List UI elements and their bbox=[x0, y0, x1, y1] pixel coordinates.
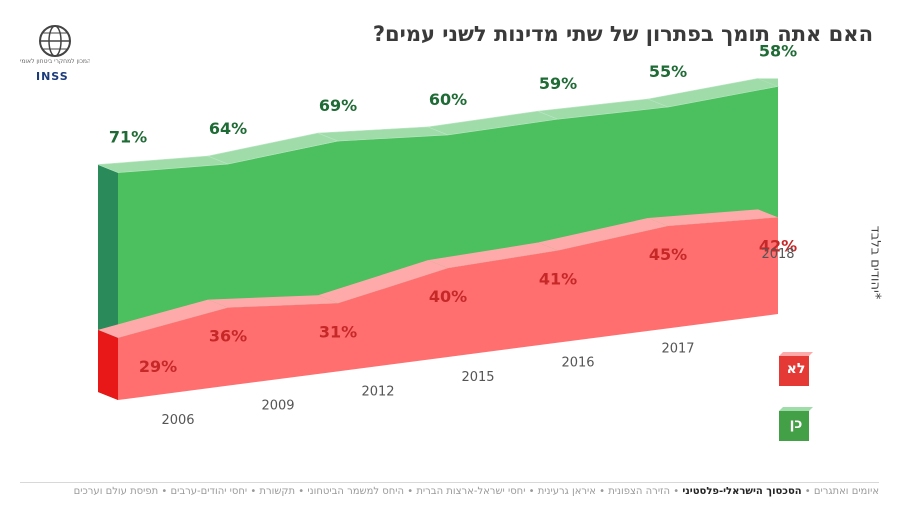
no-value-label: 41% bbox=[539, 270, 577, 289]
no-top-segment bbox=[98, 299, 228, 338]
footer-nav-item[interactable]: הסכסוך הישראלי-פלסטיני bbox=[682, 486, 802, 497]
no-value-label: 29% bbox=[139, 357, 177, 376]
no-top-segment bbox=[538, 218, 668, 251]
legend-yes: כן bbox=[779, 407, 813, 441]
yes-value-label: 71% bbox=[109, 128, 147, 147]
yes-value-label: 58% bbox=[759, 41, 797, 60]
no-series-area bbox=[118, 217, 778, 400]
logo-brand: INSS bbox=[36, 70, 69, 83]
legend-no-label: לא bbox=[786, 361, 806, 377]
inss-logo: המכון למחקרי ביטחון לאומי INSS bbox=[20, 24, 90, 83]
footer-separator: • bbox=[404, 486, 417, 497]
footer-nav-item[interactable]: איומים ואתגרים bbox=[813, 486, 879, 497]
logo-org-text: המכון למחקרי ביטחון לאומי bbox=[20, 58, 90, 65]
legend-yes-label: כן bbox=[789, 416, 803, 432]
footer-nav-item[interactable]: היחס למשמר הביטחוני bbox=[307, 486, 405, 497]
footer-nav-item[interactable]: הזירה הצפונית bbox=[608, 486, 671, 497]
area-chart: 71% 29% 2006 64% 36% 2009 69% 31% 2012 60% 40% 2015… bbox=[97, 41, 797, 428]
globe-icon bbox=[39, 25, 71, 57]
yes-value-label: 55% bbox=[649, 62, 687, 81]
footer-nav: איומים ואתגרים • הסכסוך הישראלי-פלסטיני … bbox=[20, 482, 879, 506]
footer-separator: • bbox=[801, 486, 814, 497]
no-side-face bbox=[98, 329, 118, 400]
no-value-label: 36% bbox=[209, 327, 247, 346]
x-tick-label: 2006 bbox=[161, 413, 194, 428]
footer-separator: • bbox=[295, 486, 308, 497]
footer-separator: • bbox=[158, 486, 171, 497]
x-tick-label: 2012 bbox=[361, 384, 394, 399]
yes-value-label: 69% bbox=[319, 96, 357, 115]
side-note-text: *יהודים בלבד bbox=[867, 225, 883, 300]
x-tick-label: 2016 bbox=[561, 356, 594, 371]
footer-nav-item[interactable]: איראן גרעינית bbox=[537, 486, 596, 497]
x-tick-label: 2009 bbox=[261, 399, 294, 414]
yes-value-label: 60% bbox=[429, 90, 467, 109]
no-value-label: 40% bbox=[429, 287, 467, 306]
no-value-label: 42% bbox=[759, 236, 797, 255]
no-top-segment bbox=[648, 209, 778, 227]
page-title: האם אתה תומך בפתרון של שתי מדינות לשני ע… bbox=[372, 22, 873, 46]
no-value-label: 31% bbox=[319, 322, 357, 341]
footer-separator: • bbox=[247, 486, 260, 497]
footer-nav-item[interactable]: תקשורת bbox=[259, 486, 296, 497]
yes-value-label: 64% bbox=[209, 119, 247, 138]
no-value-label: 45% bbox=[649, 245, 687, 264]
yes-series-area bbox=[118, 86, 778, 338]
footer-separator: • bbox=[595, 486, 609, 497]
x-tick-label: 2017 bbox=[661, 341, 694, 356]
no-top-segment bbox=[318, 260, 448, 304]
yes-top-end bbox=[758, 78, 778, 87]
x-tick-label: 2015 bbox=[461, 370, 494, 385]
no-top-segment bbox=[428, 242, 558, 269]
no-top-segment bbox=[208, 295, 338, 308]
footer-nav-item[interactable]: יחסי ישראל-ארצות הברית bbox=[416, 486, 526, 497]
x-tick-label: 2018 bbox=[761, 247, 794, 262]
side-note: *יהודים בלבד bbox=[860, 210, 890, 320]
footer-separator: • bbox=[525, 486, 538, 497]
footer-nav-item[interactable]: יחסי יהודים-ערבים bbox=[170, 486, 248, 497]
footer-nav-item[interactable]: תפיסת עולם וערכים bbox=[73, 486, 159, 497]
footer-separator: • bbox=[670, 486, 683, 497]
yes-value-label: 59% bbox=[539, 74, 577, 93]
legend-no: לא bbox=[779, 352, 813, 386]
